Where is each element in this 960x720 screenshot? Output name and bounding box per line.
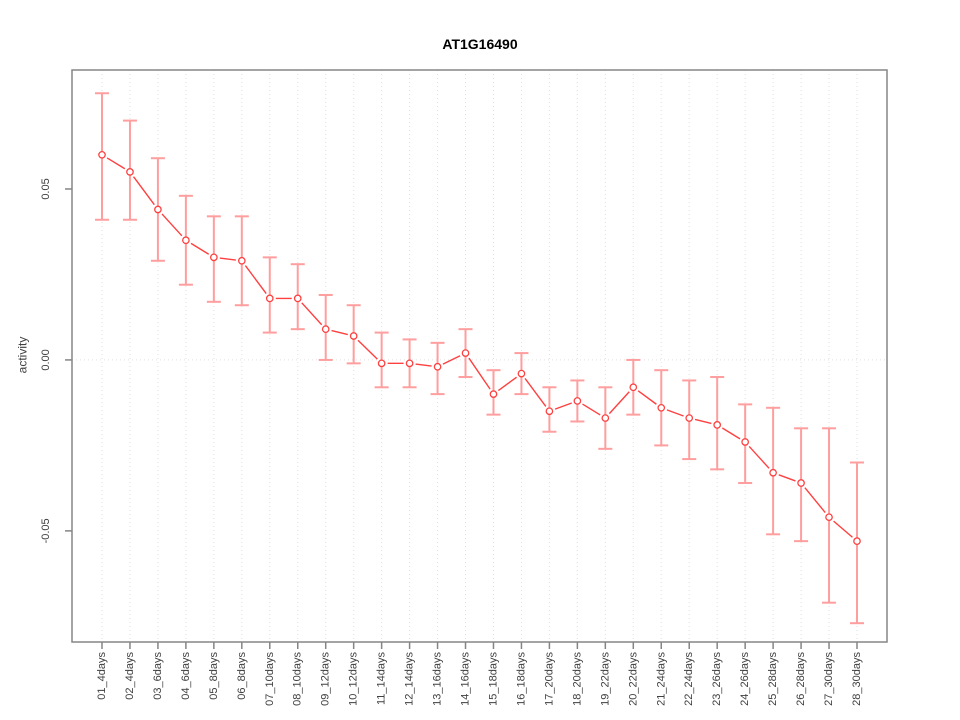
x-tick-label: 15_18days	[487, 652, 499, 706]
y-tick-label: -0.05	[40, 518, 52, 543]
x-tick-label: 08_10days	[292, 652, 304, 706]
data-point	[461, 349, 470, 357]
series-line-segment	[582, 403, 601, 416]
series-line-segment	[244, 265, 267, 294]
data-point	[713, 421, 722, 429]
data-point	[265, 294, 274, 303]
data-point	[573, 397, 582, 405]
data-point	[853, 537, 861, 545]
series-line-segment	[357, 339, 378, 360]
data-point	[126, 168, 134, 176]
series-line-segment	[468, 357, 491, 390]
data-point	[405, 359, 414, 368]
series-line-segment	[637, 390, 657, 405]
data-point	[825, 513, 833, 522]
data-point	[154, 205, 162, 214]
x-tick-label: 27_30days	[823, 652, 835, 706]
x-tick-label: 23_26days	[711, 652, 723, 706]
data-point	[741, 438, 749, 446]
series-line-segment	[608, 391, 630, 415]
data-point	[433, 362, 442, 371]
data-point	[797, 479, 805, 487]
data-point	[321, 325, 330, 334]
y-tick-label: 0.05	[40, 178, 52, 199]
x-tick-label: 05_8days	[208, 652, 220, 700]
data-point	[377, 359, 386, 368]
series-line-segment	[666, 409, 684, 417]
series-line-segment	[301, 302, 323, 326]
data-point	[182, 236, 190, 245]
x-tick-label: 07_10days	[264, 652, 276, 706]
chart-title: AT1G16490	[442, 36, 518, 52]
data-point	[545, 407, 554, 416]
series-line-segment	[554, 402, 572, 410]
data-point	[629, 383, 638, 392]
x-tick-label: 14_16days	[460, 652, 472, 706]
x-tick-label: 19_22days	[599, 652, 611, 706]
series-line-segment	[161, 213, 183, 237]
y-tick-label: 0.00	[40, 349, 52, 370]
data-point	[657, 403, 666, 412]
series-line-segment	[190, 242, 210, 255]
data-point	[349, 332, 358, 340]
series-line-segment	[778, 474, 796, 482]
x-tick-label: 06_8days	[236, 652, 248, 700]
x-tick-label: 03_6days	[152, 652, 164, 700]
x-tick-label: 01_4days	[96, 652, 108, 700]
x-tick-label: 24_26days	[739, 652, 751, 706]
series-line-segment	[132, 176, 155, 206]
x-tick-label: 17_20days	[543, 652, 555, 706]
data-point	[210, 253, 218, 262]
x-tick-label: 11_14days	[376, 652, 388, 706]
x-tick-label: 04_6days	[180, 652, 192, 700]
x-tick-label: 26_28days	[795, 652, 807, 706]
x-tick-label: 28_30days	[851, 652, 863, 706]
x-tick-label: 25_28days	[767, 652, 779, 706]
x-tick-label: 18_20days	[571, 652, 583, 706]
series-line-segment	[748, 445, 770, 469]
series-line-segment	[331, 329, 349, 336]
x-tick-label: 20_22days	[627, 652, 639, 706]
data-point	[769, 468, 777, 477]
series-line-segment	[442, 355, 461, 365]
series-line-segment	[804, 487, 826, 514]
x-tick-label: 21_24days	[655, 652, 667, 706]
data-point	[601, 414, 610, 422]
data-point	[685, 414, 694, 422]
data-point	[489, 390, 498, 398]
series-line-segment	[415, 363, 432, 367]
series-line-segment	[694, 418, 712, 425]
x-tick-label: 02_4days	[124, 652, 136, 700]
x-tick-label: 09_12days	[320, 652, 332, 706]
series-line-segment	[106, 157, 126, 170]
x-tick-label: 10_12days	[348, 652, 360, 706]
x-tick-label: 12_14days	[404, 652, 416, 706]
plot-border	[71, 69, 888, 643]
series-line-segment	[497, 376, 518, 392]
data-point	[293, 294, 302, 303]
x-tick-label: 13_16days	[432, 652, 444, 706]
data-point	[98, 150, 106, 159]
series-line-segment	[721, 427, 741, 440]
series-line-segment	[833, 520, 853, 538]
data-point	[237, 256, 246, 265]
x-tick-label: 16_18days	[515, 652, 527, 706]
series-line-segment	[219, 257, 236, 261]
data-point	[517, 369, 526, 378]
x-tick-label: 22_24days	[683, 652, 695, 706]
series-line-segment	[524, 378, 547, 407]
